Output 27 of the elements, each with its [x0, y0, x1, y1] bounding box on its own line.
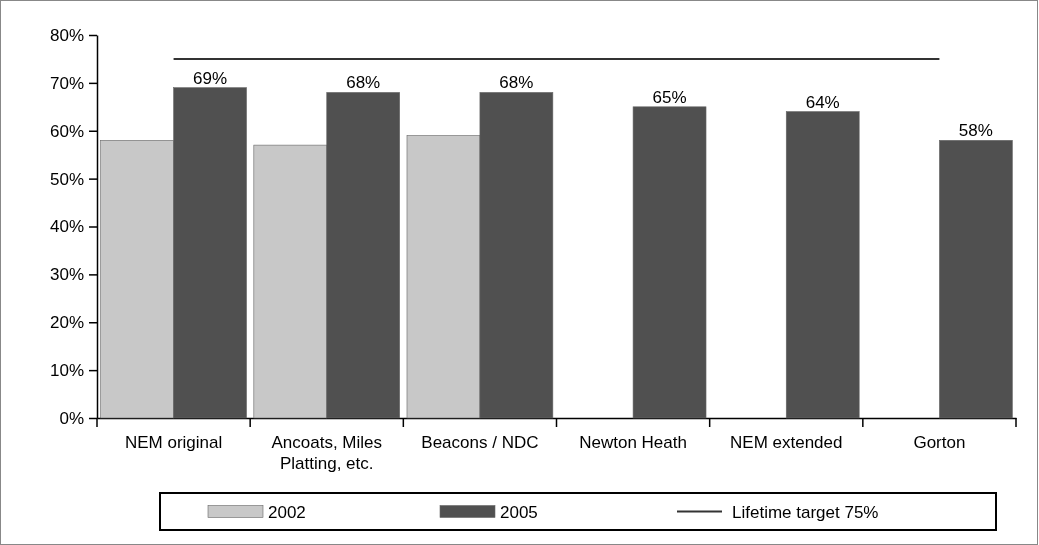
data-label: 69% [193, 68, 228, 88]
legend-label: 2005 [500, 502, 538, 522]
y-tick-label: 60% [49, 121, 84, 141]
y-tick-label: 80% [49, 25, 84, 45]
legend-label: 2002 [268, 502, 306, 522]
data-label: 58% [958, 121, 993, 141]
x-tick-label: Newton Heath [579, 433, 687, 452]
y-tick-label: 50% [49, 169, 84, 189]
bar [939, 140, 1013, 419]
data-label: 64% [805, 92, 840, 112]
data-label: 65% [652, 87, 687, 107]
y-tick-label: 20% [49, 313, 84, 333]
y-tick-label: 70% [49, 73, 84, 93]
x-tick-label: Gorton [913, 433, 966, 452]
y-tick-label: 40% [49, 217, 84, 237]
y-tick-label: 0% [59, 408, 84, 428]
bar [785, 111, 860, 419]
x-tick-label: NEM extended [730, 433, 843, 452]
x-tick-label: Beacons / NDC [421, 433, 539, 452]
x-tick-label: Ancoats, Miles Platting, etc. [271, 433, 383, 473]
y-tick-label: 30% [49, 265, 84, 285]
data-label: 68% [346, 73, 381, 93]
bar [632, 106, 707, 419]
y-tick-label: 10% [49, 361, 84, 381]
x-tick-label: NEM original [124, 433, 223, 452]
legend-label: Lifetime target 75% [732, 502, 879, 522]
data-label: 68% [499, 73, 534, 93]
